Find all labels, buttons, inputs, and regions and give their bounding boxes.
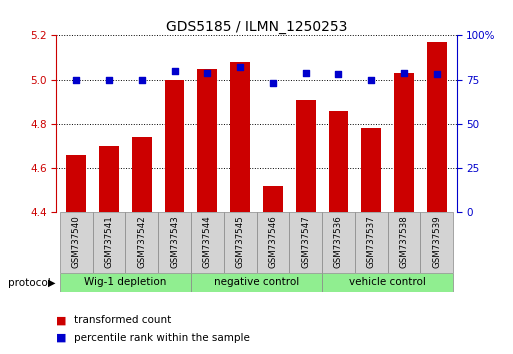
Text: ■: ■: [56, 315, 67, 325]
Text: transformed count: transformed count: [74, 315, 172, 325]
Bar: [421, 212, 453, 273]
Bar: [388, 212, 421, 273]
Bar: [198, 69, 217, 212]
Text: GSM737542: GSM737542: [137, 215, 146, 268]
Bar: [60, 273, 191, 292]
Bar: [191, 273, 322, 292]
Bar: [355, 212, 388, 273]
Point: [269, 80, 277, 86]
Text: GSM737543: GSM737543: [170, 215, 179, 268]
Point: [72, 77, 80, 82]
Point: [137, 77, 146, 82]
Bar: [158, 212, 191, 273]
Text: percentile rank within the sample: percentile rank within the sample: [74, 333, 250, 343]
Text: ■: ■: [56, 333, 67, 343]
Bar: [132, 137, 151, 212]
Text: negative control: negative control: [214, 277, 299, 287]
Bar: [191, 212, 224, 273]
Bar: [92, 212, 125, 273]
Point: [334, 72, 343, 77]
Bar: [394, 73, 414, 212]
Text: GSM737547: GSM737547: [301, 215, 310, 268]
Text: vehicle control: vehicle control: [349, 277, 426, 287]
Point: [236, 64, 244, 70]
Text: GSM737541: GSM737541: [105, 215, 113, 268]
Point: [203, 70, 211, 75]
Bar: [230, 62, 250, 212]
Point: [400, 70, 408, 75]
Title: GDS5185 / ILMN_1250253: GDS5185 / ILMN_1250253: [166, 21, 347, 34]
Point: [170, 68, 179, 74]
Text: GSM737544: GSM737544: [203, 215, 212, 268]
Point: [302, 70, 310, 75]
Text: protocol: protocol: [8, 278, 50, 288]
Text: GSM737538: GSM737538: [400, 215, 408, 268]
Bar: [66, 155, 86, 212]
Bar: [263, 186, 283, 212]
Point: [433, 72, 441, 77]
Bar: [329, 110, 348, 212]
Bar: [224, 212, 256, 273]
Bar: [99, 146, 119, 212]
Bar: [289, 212, 322, 273]
Text: GSM737546: GSM737546: [268, 215, 278, 268]
Text: ▶: ▶: [48, 278, 55, 288]
Bar: [125, 212, 158, 273]
Bar: [60, 212, 92, 273]
Bar: [322, 212, 355, 273]
Bar: [322, 273, 453, 292]
Text: Wig-1 depletion: Wig-1 depletion: [84, 277, 167, 287]
Bar: [296, 99, 315, 212]
Bar: [165, 80, 184, 212]
Bar: [427, 42, 447, 212]
Text: GSM737537: GSM737537: [367, 215, 376, 268]
Text: GSM737536: GSM737536: [334, 215, 343, 268]
Text: GSM737545: GSM737545: [235, 215, 245, 268]
Bar: [362, 128, 381, 212]
Text: GSM737539: GSM737539: [432, 215, 441, 268]
Bar: [256, 212, 289, 273]
Point: [367, 77, 376, 82]
Point: [105, 77, 113, 82]
Text: GSM737540: GSM737540: [72, 215, 81, 268]
